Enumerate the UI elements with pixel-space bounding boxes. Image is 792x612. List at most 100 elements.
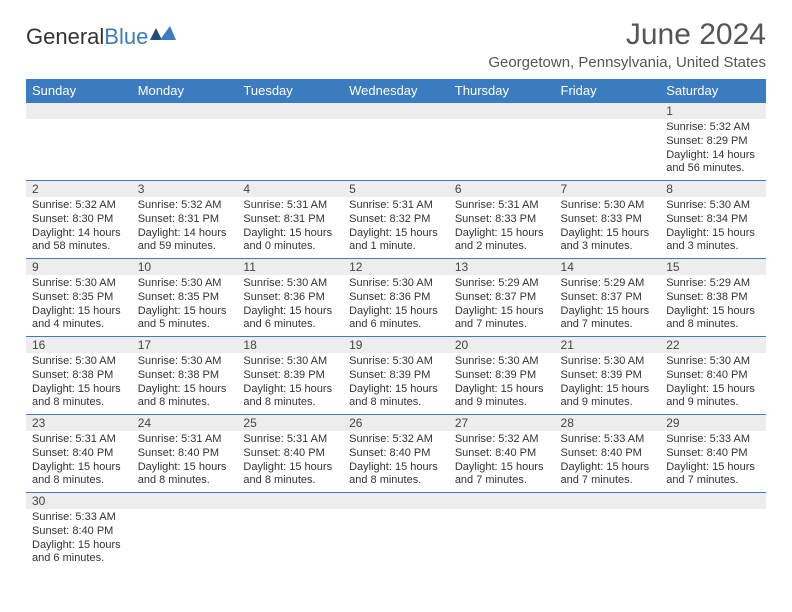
- day-number: 29: [660, 415, 766, 431]
- calendar-day-cell: 26Sunrise: 5:32 AMSunset: 8:40 PMDayligh…: [343, 415, 449, 493]
- calendar-empty-cell: [343, 493, 449, 571]
- sunrise-text: Sunrise: 5:30 AM: [32, 355, 126, 369]
- day-number: 7: [555, 181, 661, 197]
- day-number: 11: [237, 259, 343, 275]
- day-body: Sunrise: 5:30 AMSunset: 8:39 PMDaylight:…: [555, 353, 661, 414]
- day-body: Sunrise: 5:33 AMSunset: 8:40 PMDaylight:…: [555, 431, 661, 492]
- calendar-day-cell: 29Sunrise: 5:33 AMSunset: 8:40 PMDayligh…: [660, 415, 766, 493]
- daylight-text: Daylight: 15 hours and 6 minutes.: [349, 305, 443, 333]
- weekday-header: Sunday: [26, 79, 132, 103]
- day-number: [555, 103, 661, 119]
- day-number: [660, 493, 766, 509]
- sunrise-text: Sunrise: 5:30 AM: [138, 277, 232, 291]
- calendar-empty-cell: [555, 103, 661, 181]
- day-body: Sunrise: 5:31 AMSunset: 8:40 PMDaylight:…: [132, 431, 238, 492]
- daylight-text: Daylight: 15 hours and 5 minutes.: [138, 305, 232, 333]
- day-body: Sunrise: 5:32 AMSunset: 8:30 PMDaylight:…: [26, 197, 132, 258]
- sunset-text: Sunset: 8:40 PM: [561, 447, 655, 461]
- calendar-week-row: 23Sunrise: 5:31 AMSunset: 8:40 PMDayligh…: [26, 415, 766, 493]
- calendar-empty-cell: [26, 103, 132, 181]
- month-title: June 2024: [488, 18, 766, 52]
- sunrise-text: Sunrise: 5:33 AM: [666, 433, 760, 447]
- weekday-header: Saturday: [660, 79, 766, 103]
- day-body: Sunrise: 5:32 AMSunset: 8:40 PMDaylight:…: [449, 431, 555, 492]
- day-number: 19: [343, 337, 449, 353]
- calendar-day-cell: 25Sunrise: 5:31 AMSunset: 8:40 PMDayligh…: [237, 415, 343, 493]
- weekday-header: Tuesday: [237, 79, 343, 103]
- sunrise-text: Sunrise: 5:30 AM: [243, 277, 337, 291]
- calendar-week-row: 1Sunrise: 5:32 AMSunset: 8:29 PMDaylight…: [26, 103, 766, 181]
- daylight-text: Daylight: 15 hours and 7 minutes.: [455, 461, 549, 489]
- sunrise-text: Sunrise: 5:33 AM: [561, 433, 655, 447]
- sunrise-text: Sunrise: 5:30 AM: [455, 355, 549, 369]
- calendar-day-cell: 15Sunrise: 5:29 AMSunset: 8:38 PMDayligh…: [660, 259, 766, 337]
- calendar-week-row: 30Sunrise: 5:33 AMSunset: 8:40 PMDayligh…: [26, 493, 766, 571]
- day-number: 23: [26, 415, 132, 431]
- calendar-day-cell: 27Sunrise: 5:32 AMSunset: 8:40 PMDayligh…: [449, 415, 555, 493]
- sunset-text: Sunset: 8:29 PM: [666, 135, 760, 149]
- daylight-text: Daylight: 14 hours and 56 minutes.: [666, 149, 760, 177]
- sunset-text: Sunset: 8:31 PM: [243, 213, 337, 227]
- day-body: Sunrise: 5:32 AMSunset: 8:31 PMDaylight:…: [132, 197, 238, 258]
- day-body: Sunrise: 5:30 AMSunset: 8:38 PMDaylight:…: [26, 353, 132, 414]
- sunrise-text: Sunrise: 5:31 AM: [243, 433, 337, 447]
- day-number: 28: [555, 415, 661, 431]
- day-number: [132, 103, 238, 119]
- calendar-day-cell: 5Sunrise: 5:31 AMSunset: 8:32 PMDaylight…: [343, 181, 449, 259]
- day-body: Sunrise: 5:30 AMSunset: 8:38 PMDaylight:…: [132, 353, 238, 414]
- calendar-day-cell: 8Sunrise: 5:30 AMSunset: 8:34 PMDaylight…: [660, 181, 766, 259]
- day-number: 15: [660, 259, 766, 275]
- daylight-text: Daylight: 15 hours and 9 minutes.: [561, 383, 655, 411]
- calendar-day-cell: 2Sunrise: 5:32 AMSunset: 8:30 PMDaylight…: [26, 181, 132, 259]
- sunset-text: Sunset: 8:32 PM: [349, 213, 443, 227]
- daylight-text: Daylight: 15 hours and 7 minutes.: [666, 461, 760, 489]
- day-body: Sunrise: 5:30 AMSunset: 8:39 PMDaylight:…: [237, 353, 343, 414]
- daylight-text: Daylight: 15 hours and 8 minutes.: [138, 383, 232, 411]
- calendar-day-cell: 19Sunrise: 5:30 AMSunset: 8:39 PMDayligh…: [343, 337, 449, 415]
- sunset-text: Sunset: 8:38 PM: [138, 369, 232, 383]
- weekday-header: Friday: [555, 79, 661, 103]
- daylight-text: Daylight: 15 hours and 8 minutes.: [243, 461, 337, 489]
- daylight-text: Daylight: 15 hours and 3 minutes.: [666, 227, 760, 255]
- day-number: 24: [132, 415, 238, 431]
- sunset-text: Sunset: 8:37 PM: [561, 291, 655, 305]
- day-number: 6: [449, 181, 555, 197]
- sunrise-text: Sunrise: 5:32 AM: [349, 433, 443, 447]
- day-body: Sunrise: 5:31 AMSunset: 8:33 PMDaylight:…: [449, 197, 555, 258]
- flag-icon: [150, 26, 176, 49]
- day-body: Sunrise: 5:29 AMSunset: 8:37 PMDaylight:…: [555, 275, 661, 336]
- weekday-header: Thursday: [449, 79, 555, 103]
- daylight-text: Daylight: 15 hours and 8 minutes.: [349, 383, 443, 411]
- day-number: 13: [449, 259, 555, 275]
- sunset-text: Sunset: 8:40 PM: [666, 447, 760, 461]
- day-number: 18: [237, 337, 343, 353]
- day-body: Sunrise: 5:30 AMSunset: 8:34 PMDaylight:…: [660, 197, 766, 258]
- day-number: 22: [660, 337, 766, 353]
- day-body: Sunrise: 5:30 AMSunset: 8:39 PMDaylight:…: [343, 353, 449, 414]
- sunset-text: Sunset: 8:40 PM: [455, 447, 549, 461]
- calendar-day-cell: 7Sunrise: 5:30 AMSunset: 8:33 PMDaylight…: [555, 181, 661, 259]
- calendar-day-cell: 16Sunrise: 5:30 AMSunset: 8:38 PMDayligh…: [26, 337, 132, 415]
- daylight-text: Daylight: 15 hours and 8 minutes.: [32, 461, 126, 489]
- sunset-text: Sunset: 8:40 PM: [32, 525, 126, 539]
- day-body: Sunrise: 5:30 AMSunset: 8:35 PMDaylight:…: [26, 275, 132, 336]
- sunrise-text: Sunrise: 5:32 AM: [666, 121, 760, 135]
- calendar-day-cell: 30Sunrise: 5:33 AMSunset: 8:40 PMDayligh…: [26, 493, 132, 571]
- day-number: [26, 103, 132, 119]
- daylight-text: Daylight: 15 hours and 1 minute.: [349, 227, 443, 255]
- sunset-text: Sunset: 8:40 PM: [666, 369, 760, 383]
- day-number: 9: [26, 259, 132, 275]
- calendar-day-cell: 11Sunrise: 5:30 AMSunset: 8:36 PMDayligh…: [237, 259, 343, 337]
- logo-text-general: General: [26, 24, 104, 50]
- day-body: Sunrise: 5:32 AMSunset: 8:29 PMDaylight:…: [660, 119, 766, 180]
- daylight-text: Daylight: 15 hours and 2 minutes.: [455, 227, 549, 255]
- day-number: [237, 493, 343, 509]
- sunrise-text: Sunrise: 5:30 AM: [561, 355, 655, 369]
- daylight-text: Daylight: 15 hours and 7 minutes.: [455, 305, 549, 333]
- daylight-text: Daylight: 15 hours and 6 minutes.: [32, 539, 126, 567]
- sunset-text: Sunset: 8:39 PM: [455, 369, 549, 383]
- day-body: Sunrise: 5:33 AMSunset: 8:40 PMDaylight:…: [26, 509, 132, 570]
- logo: GeneralBlue: [26, 24, 176, 50]
- day-body: Sunrise: 5:33 AMSunset: 8:40 PMDaylight:…: [660, 431, 766, 492]
- day-body: Sunrise: 5:30 AMSunset: 8:40 PMDaylight:…: [660, 353, 766, 414]
